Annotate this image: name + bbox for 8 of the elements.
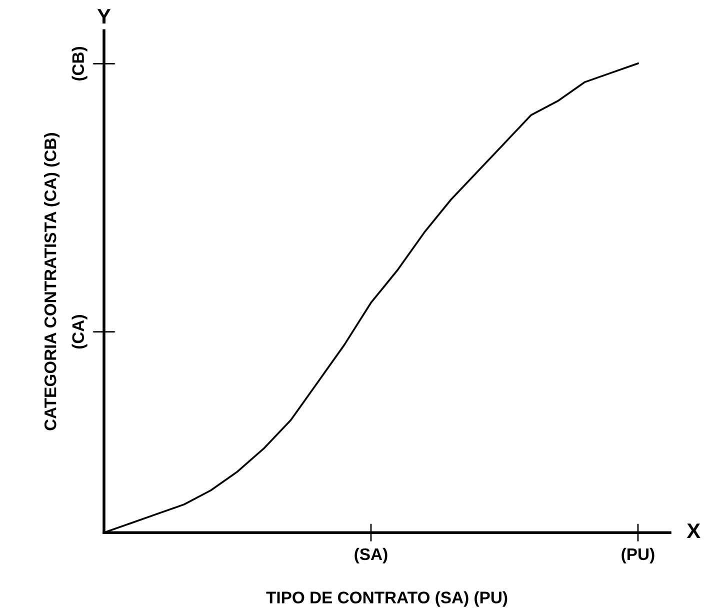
text: (CA) (72, 315, 88, 349)
text: X (686, 524, 700, 538)
x-axis-title: TIPO DE CONTRATO (SA) (PU) (266, 591, 508, 607)
x-tick-label: (PU) (622, 548, 654, 564)
text: Y (97, 9, 111, 24)
text: (CB) (72, 46, 88, 80)
y-axis-title: CATEGORIA CONTRATISTA (CA) (CB) (44, 133, 60, 430)
x-tick-label: (SA) (354, 548, 388, 564)
